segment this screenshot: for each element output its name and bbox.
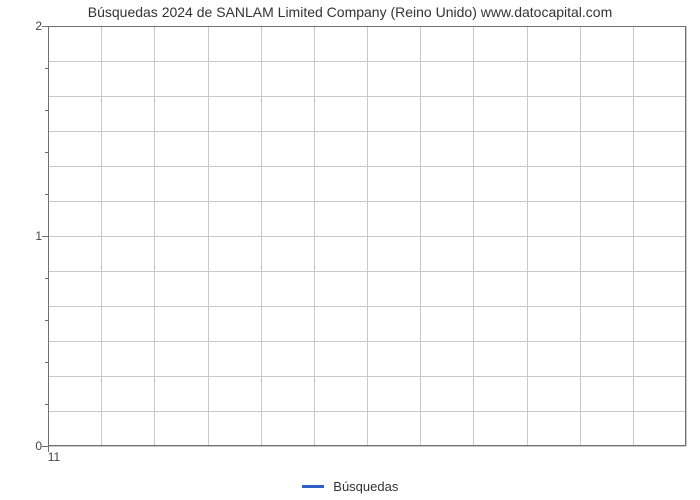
grid-line-horizontal bbox=[48, 236, 686, 237]
plot-area: 01211 bbox=[48, 26, 686, 446]
axis-border-right bbox=[685, 26, 686, 446]
y-minor-tick bbox=[45, 320, 48, 321]
grid-line-horizontal bbox=[48, 61, 686, 62]
y-minor-tick bbox=[45, 152, 48, 153]
y-tick-label: 1 bbox=[35, 229, 42, 243]
axis-border-bottom bbox=[48, 445, 686, 446]
grid-line-horizontal bbox=[48, 201, 686, 202]
grid-line-horizontal bbox=[48, 376, 686, 377]
grid-line-horizontal bbox=[48, 411, 686, 412]
y-minor-tick bbox=[45, 278, 48, 279]
axis-border-top bbox=[48, 26, 686, 27]
axis-border-left bbox=[48, 26, 49, 446]
legend-swatch bbox=[302, 485, 324, 488]
legend: Búsquedas bbox=[0, 478, 700, 494]
chart-container: Búsquedas 2024 de SANLAM Limited Company… bbox=[0, 0, 700, 500]
grid-line-horizontal bbox=[48, 96, 686, 97]
grid-line-horizontal bbox=[48, 131, 686, 132]
grid-line-horizontal bbox=[48, 166, 686, 167]
grid-line-vertical bbox=[686, 26, 687, 446]
grid-line-horizontal bbox=[48, 271, 686, 272]
y-major-tick bbox=[42, 26, 48, 27]
y-minor-tick bbox=[45, 68, 48, 69]
grid-line-horizontal bbox=[48, 341, 686, 342]
chart-title: Búsquedas 2024 de SANLAM Limited Company… bbox=[0, 4, 700, 20]
y-tick-label: 2 bbox=[35, 19, 42, 33]
grid-line-horizontal bbox=[48, 306, 686, 307]
y-minor-tick bbox=[45, 194, 48, 195]
x-tick-label: 11 bbox=[48, 450, 60, 464]
y-major-tick bbox=[42, 236, 48, 237]
y-minor-tick bbox=[45, 404, 48, 405]
y-minor-tick bbox=[45, 110, 48, 111]
y-tick-label: 0 bbox=[35, 439, 42, 453]
y-minor-tick bbox=[45, 362, 48, 363]
legend-label: Búsquedas bbox=[333, 479, 398, 494]
grid-line-horizontal bbox=[48, 446, 686, 447]
